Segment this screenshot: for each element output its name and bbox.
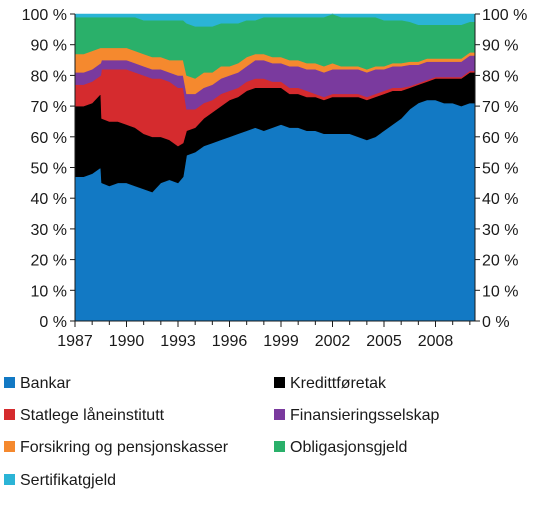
legend-swatch-sertifikatgjeld — [4, 474, 15, 485]
legend-label-obligasjonsgjeld: Obligasjonsgjeld — [290, 439, 407, 456]
y-tick-label-right: 50 % — [482, 161, 518, 178]
legend-swatch-obligasjonsgjeld — [274, 441, 285, 452]
y-tick-label-right: 10 % — [482, 283, 518, 300]
x-tick-label: 1990 — [109, 333, 145, 350]
axes: 0 % 0 % 10 % 10 % 20 % 20 % 30 % 30 % 40 % 40 % 50… — [22, 7, 528, 350]
y-tick-label-right: 40 % — [482, 191, 518, 208]
legend-label-bankar: Bankar — [20, 375, 71, 392]
x-tick-label: 2008 — [418, 333, 454, 350]
y-tick-label-left: 70 % — [31, 99, 67, 116]
y-tick-label-right: 30 % — [482, 222, 518, 239]
legend-swatch-finansieringsselskap — [274, 409, 285, 420]
legend-swatch-statlege-laneinstitutt — [4, 409, 15, 420]
legend-label-finansieringsselskap: Finansieringsselskap — [290, 407, 440, 424]
y-tick-label-left: 40 % — [31, 191, 67, 208]
y-tick-label-left: 50 % — [31, 161, 67, 178]
y-tick-label-left: 60 % — [31, 130, 67, 147]
legend-label-statlege-laneinstitutt: Statlege låneinstitutt — [20, 406, 165, 424]
x-tick-label: 1987 — [57, 333, 93, 350]
y-tick-label-left: 30 % — [31, 222, 67, 239]
y-tick-label-left: 80 % — [31, 68, 67, 85]
x-tick-label: 1996 — [212, 333, 248, 350]
x-tick-label: 2002 — [315, 333, 351, 350]
y-tick-label-left: 10 % — [31, 283, 67, 300]
y-tick-label-right: 0 % — [482, 314, 510, 331]
legend-label-forsikring-og-pensjonskasser: Forsikring og pensjonskasser — [20, 439, 229, 456]
y-tick-label-right: 100 % — [482, 7, 527, 24]
legend: Bankar Kredittføretak Statlege låneinstitu… — [4, 375, 440, 489]
legend-swatch-forsikring-og-pensjonskasser — [4, 441, 15, 452]
y-tick-label-left: 90 % — [31, 38, 67, 55]
stacked-areas — [74, 13, 476, 322]
y-tick-label-left: 20 % — [31, 253, 67, 270]
y-tick-label-right: 20 % — [482, 253, 518, 270]
legend-swatch-kredittforetak — [274, 377, 285, 388]
y-tick-label-left: 0 % — [39, 314, 67, 331]
y-tick-label-left: 100 % — [22, 7, 67, 24]
x-tick-label: 2005 — [366, 333, 402, 350]
x-tick-label: 1999 — [263, 333, 299, 350]
legend-swatch-bankar — [4, 377, 15, 388]
y-tick-label-right: 70 % — [482, 99, 518, 116]
x-tick-label: 1993 — [160, 333, 196, 350]
y-tick-label-right: 80 % — [482, 68, 518, 85]
y-tick-label-right: 90 % — [482, 38, 518, 55]
y-tick-label-right: 60 % — [482, 130, 518, 147]
legend-label-kredittforetak: Kredittføretak — [290, 375, 387, 392]
legend-label-sertifikatgjeld: Sertifikatgjeld — [20, 472, 116, 489]
